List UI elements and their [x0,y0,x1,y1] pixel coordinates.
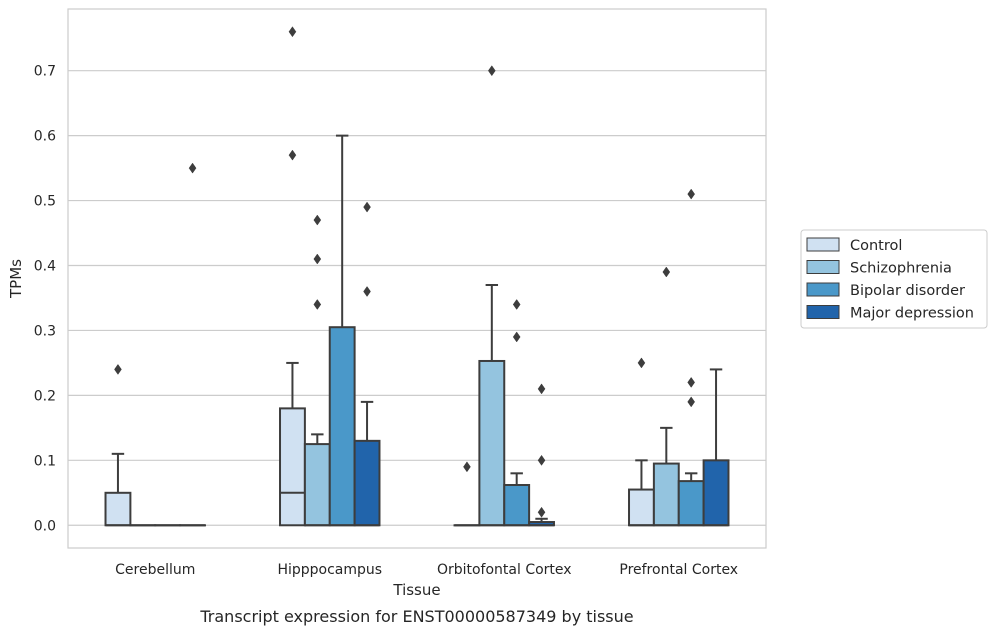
x-tick-label: Prefrontal Cortex [619,562,738,578]
box-schizophrenia [478,283,506,527]
outlier-point [687,396,695,408]
box-control [279,361,306,527]
box-schizophrenia [303,433,331,527]
y-tick-label: 0.6 [34,129,56,145]
box [503,484,531,527]
chart-caption: Transcript expression for ENST0000058734… [199,607,633,626]
box-control [628,459,655,527]
outlier-point [537,506,546,518]
legend-swatch [806,282,840,297]
legend-label: Schizophrenia [850,261,952,277]
box [478,359,506,527]
outlier-point [363,286,371,297]
box-major-depression [702,368,730,527]
outlier-point [188,162,197,174]
outlier-point [687,188,695,200]
outlier-point [637,357,646,369]
outlier-point [488,65,496,77]
box [677,480,705,527]
box-bipolar-disorder [503,472,531,527]
box-bipolar-disorder [677,472,705,527]
legend-swatch [806,260,840,274]
outlier-point [512,299,521,310]
outlier-point [313,214,322,226]
y-tick-labels: 0.0 0.1 0.2 0.3 0.4 0.5 0.6 0.7 [34,64,56,535]
x-axis-label: Tissue [392,581,440,599]
outlier-point [687,376,695,388]
outlier-point [288,149,297,161]
y-tick-label: 0.7 [34,64,56,80]
plot-frame [67,8,767,549]
y-tick-label: 0.0 [34,518,56,534]
legend-frame [800,229,988,329]
outlier-point [512,331,521,343]
grid-layer [68,70,766,526]
y-tick-label: 0.1 [34,453,56,469]
box [702,459,730,527]
outliers-layer [114,26,695,518]
outlier-point [662,266,671,278]
outlier-point [313,253,322,265]
box-major-depression [528,517,555,527]
box-control [104,452,132,527]
y-axis-label: TPMs [7,259,25,299]
box [303,443,331,527]
y-tick-label: 0.5 [34,194,56,210]
y-tick-label: 0.2 [34,388,56,404]
outlier-point [363,201,371,213]
outlier-point [537,383,546,395]
box [652,462,680,527]
y-tick-label: 0.4 [34,259,56,275]
box-schizophrenia [652,426,680,527]
outlier-point [288,26,297,38]
box [279,407,306,527]
x-tick-labels: Cerebellum Hipppocampus Orbitofontal Corte… [115,562,738,578]
outlier-point [114,363,122,375]
legend-label: Major depression [850,306,974,322]
legend-swatch [806,305,840,319]
box [104,491,132,527]
legend: Control Schizophrenia Bipolar disorder Majo… [800,229,988,329]
box [328,326,356,527]
x-tick-label: Cerebellum [115,562,195,578]
boxes-layer [104,134,730,527]
outlier-point [313,299,322,310]
y-tick-label: 0.3 [34,323,56,339]
legend-label: Bipolar disorder [850,283,965,299]
box [353,439,381,527]
legend-label: Control [850,238,902,254]
x-tick-label: Orbitofontal Cortex [437,562,572,578]
box-bipolar-disorder [328,134,356,527]
box-major-depression [353,400,381,527]
legend-swatch [806,237,840,252]
box [628,488,655,527]
outlier-point [463,461,471,473]
outlier-point [537,454,546,466]
x-tick-label: Hipppocampus [277,562,382,578]
